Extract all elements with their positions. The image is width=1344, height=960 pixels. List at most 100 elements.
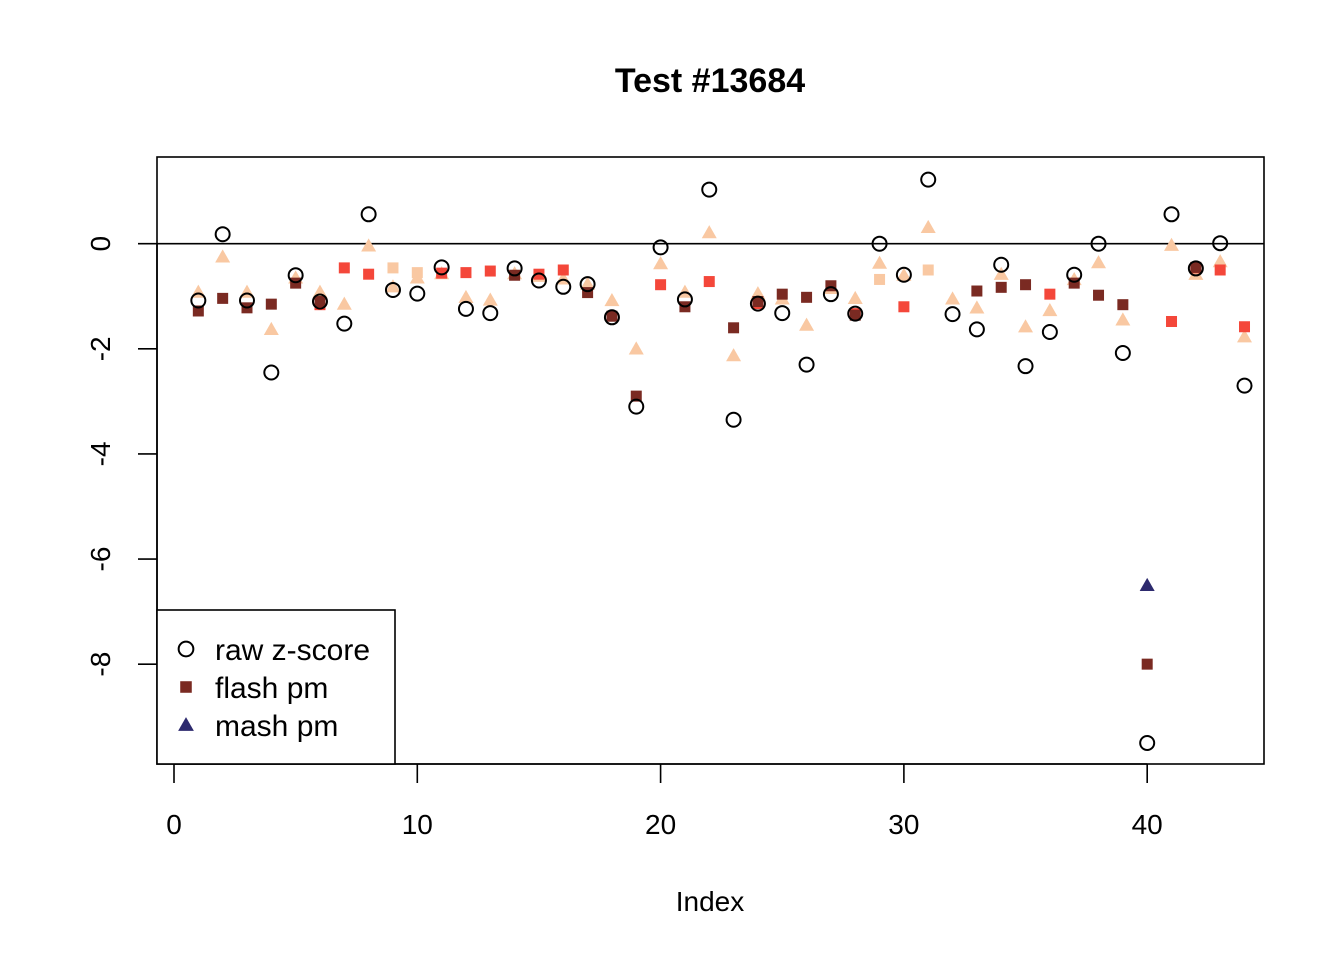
legend-marker xyxy=(180,681,192,693)
raw-zscore-point xyxy=(238,292,255,309)
raw-zscore-point xyxy=(263,364,280,381)
triangle-point xyxy=(482,292,498,306)
square-point xyxy=(217,292,229,304)
raw-zscore-point xyxy=(725,411,742,428)
triangle-point xyxy=(1212,254,1228,268)
legend-marker xyxy=(177,640,195,658)
raw-zscore-point xyxy=(1066,266,1083,283)
data-points xyxy=(190,171,1253,751)
raw-zscore-point xyxy=(190,292,207,309)
square-point xyxy=(265,298,277,310)
raw-zscore-point xyxy=(798,356,815,373)
square-point xyxy=(801,291,813,303)
triangle-point xyxy=(945,291,961,305)
square-point xyxy=(971,285,983,297)
triangle-point xyxy=(799,317,815,331)
triangle-point xyxy=(336,296,352,310)
triangle-point xyxy=(361,238,377,252)
raw-zscore-point xyxy=(652,239,669,256)
raw-zscore-point xyxy=(1236,377,1253,394)
legend-marker xyxy=(178,717,194,731)
raw-zscore-point xyxy=(530,272,547,289)
raw-zscore-point xyxy=(895,266,912,283)
square-point xyxy=(192,305,204,317)
square-point xyxy=(1044,288,1056,300)
square-point xyxy=(995,281,1007,293)
x-axis-label: Index xyxy=(676,886,745,917)
x-tick-label: 40 xyxy=(1132,809,1163,840)
y-tick-label: -8 xyxy=(85,652,116,677)
raw-zscore-point xyxy=(214,226,231,243)
raw-zscore-point xyxy=(555,278,572,295)
square-point xyxy=(314,296,326,308)
raw-zscore-point xyxy=(1017,358,1034,375)
raw-zscore-point xyxy=(701,181,718,198)
square-point xyxy=(436,267,448,279)
triangle-point xyxy=(1018,319,1034,333)
square-point xyxy=(703,276,715,288)
triangle-point xyxy=(701,225,717,239)
triangle-point xyxy=(215,249,231,263)
raw-zscore-point xyxy=(676,291,693,308)
triangle-point xyxy=(1164,237,1180,251)
triangle-point xyxy=(1091,255,1107,269)
triangle-point xyxy=(1237,329,1253,343)
raw-zscore-point xyxy=(993,256,1010,273)
legend-label: mash pm xyxy=(215,710,338,743)
square-point xyxy=(557,264,569,276)
legend-label: flash pm xyxy=(215,672,328,705)
triangle-point xyxy=(653,256,669,270)
raw-zscore-point xyxy=(847,305,864,322)
square-point xyxy=(655,279,667,291)
square-point xyxy=(338,262,350,274)
y-tick-label: 0 xyxy=(85,236,116,252)
square-point xyxy=(460,267,472,279)
square-point xyxy=(1239,321,1251,333)
x-tick-label: 20 xyxy=(645,809,676,840)
square-point xyxy=(728,322,740,334)
square-point xyxy=(1093,289,1105,301)
square-point xyxy=(1214,264,1226,276)
raw-zscore-point xyxy=(944,306,961,323)
raw-zscore-point xyxy=(1114,345,1131,362)
raw-zscore-point xyxy=(1187,260,1204,277)
square-point xyxy=(825,280,837,292)
y-tick-label: -6 xyxy=(85,547,116,572)
square-point xyxy=(898,301,910,313)
triangle-point xyxy=(580,276,596,290)
raw-zscore-point xyxy=(774,305,791,322)
square-point xyxy=(411,267,423,279)
triangle-point xyxy=(993,266,1009,280)
legend: raw z-score flash pm mash pm xyxy=(156,609,396,765)
y-axis: 0 -2 -4 -6 -8 xyxy=(85,236,158,677)
triangle-point xyxy=(847,290,863,304)
square-point xyxy=(484,265,496,277)
legend-box xyxy=(156,609,396,765)
raw-zscore-point xyxy=(628,398,645,415)
x-tick-label: 0 xyxy=(166,809,182,840)
triangle-point xyxy=(458,289,474,303)
legend-label: raw z-score xyxy=(215,634,370,667)
triangle-point xyxy=(726,348,742,362)
triangle-point xyxy=(385,279,401,293)
raw-zscore-point xyxy=(384,281,401,298)
triangle-point xyxy=(1042,302,1058,317)
raw-zscore-point xyxy=(506,260,523,277)
raw-zscore-point xyxy=(287,267,304,284)
y-tick-label: -2 xyxy=(85,336,116,361)
triangle-point xyxy=(263,321,279,336)
raw-zscore-point xyxy=(311,293,328,310)
square-point xyxy=(849,309,861,321)
square-point xyxy=(922,264,934,276)
raw-zscore-point xyxy=(409,285,426,302)
raw-zscore-point xyxy=(1090,235,1107,252)
raw-zscore-point xyxy=(1212,235,1229,252)
triangle-point xyxy=(1115,312,1131,326)
raw-zscore-point xyxy=(871,235,888,252)
triangle-point xyxy=(872,255,888,269)
raw-zscore-point xyxy=(457,300,474,317)
chart-title: Test #13684 xyxy=(615,62,805,100)
raw-zscore-point xyxy=(749,295,766,312)
triangle-point xyxy=(969,300,985,314)
